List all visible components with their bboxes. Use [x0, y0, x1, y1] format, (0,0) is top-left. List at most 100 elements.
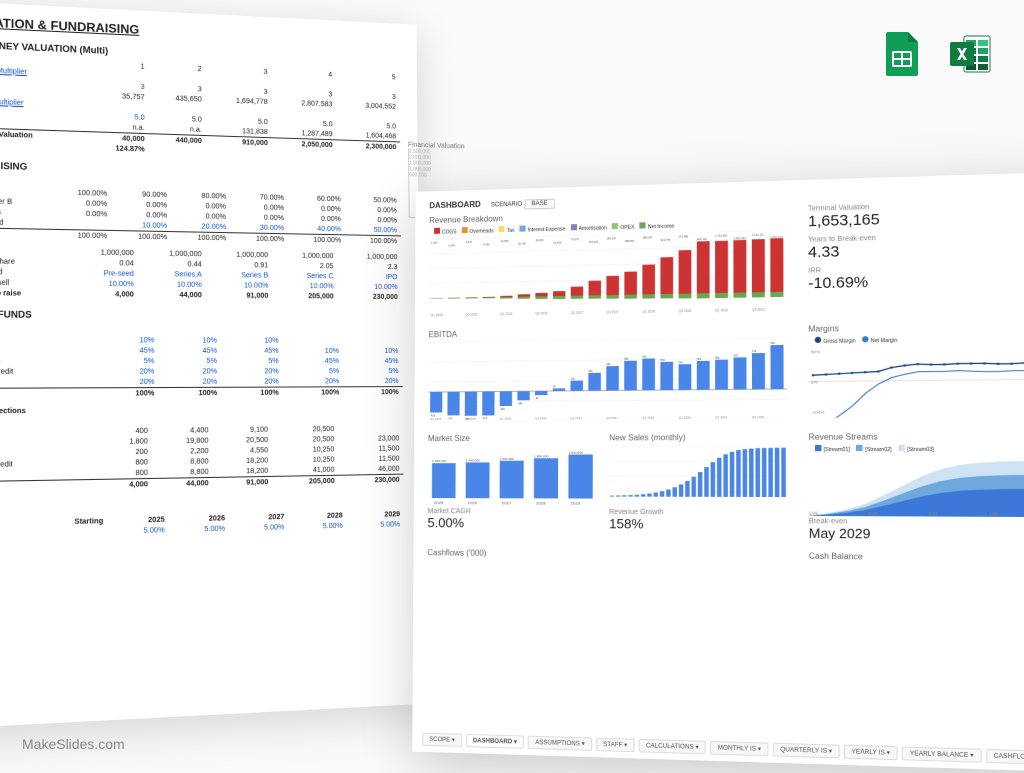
- svg-text:1,650,000: 1,650,000: [534, 454, 549, 458]
- svg-text:Q1 2028: Q1 2028: [642, 309, 655, 313]
- svg-text:58k: 58k: [624, 357, 629, 361]
- svg-text:Q1 2025: Q1 2025: [430, 417, 442, 421]
- svg-text:79,075: 79,075: [571, 237, 580, 241]
- svg-text:Q3 2029: Q3 2029: [752, 415, 765, 419]
- svg-text:Q3 2025: Q3 2025: [465, 417, 477, 421]
- svg-text:3,014: 3,014: [466, 240, 473, 244]
- svg-text:Q3 2025: Q3 2025: [465, 313, 477, 317]
- svg-text:35k: 35k: [588, 369, 593, 373]
- svg-text:198,859: 198,859: [624, 239, 634, 243]
- svg-text:-47k: -47k: [482, 416, 488, 420]
- use-of-funds-heading: USE OF FUNDS: [0, 309, 402, 322]
- tab-yearly-is[interactable]: YEARLY IS ▾: [844, 745, 898, 760]
- svg-text:-29k: -29k: [500, 407, 506, 411]
- tab-quarterly-is[interactable]: QUARTERLY IS ▾: [773, 743, 840, 759]
- svg-text:2029: 2029: [571, 501, 581, 506]
- tab-cashflow[interactable]: CASHFLOW ▾: [986, 749, 1024, 765]
- svg-text:20k: 20k: [571, 377, 576, 381]
- svg-text:1,480,000: 1,480,000: [466, 458, 480, 462]
- svg-text:5k: 5k: [553, 384, 557, 388]
- svg-text:1,632,315: 1,632,315: [770, 235, 783, 239]
- app-icons: [878, 30, 994, 78]
- svg-text:56k: 56k: [697, 357, 702, 361]
- tab-calculations[interactable]: CALCULATIONS ▾: [639, 739, 706, 755]
- svg-text:2027: 2027: [502, 500, 512, 505]
- dashboard-title: DASHBOARD: [429, 200, 480, 210]
- valuation-sheet: VALUATION & FUNDRAISING PRE-MONEY VALUAT…: [0, 0, 424, 729]
- svg-text:4,430: 4,430: [483, 242, 490, 246]
- svg-text:1,452,184: 1,452,184: [733, 236, 746, 240]
- svg-text:48k: 48k: [606, 362, 611, 366]
- svg-text:Q3 2027: Q3 2027: [606, 310, 619, 314]
- svg-text:1,450,000: 1,450,000: [432, 459, 446, 463]
- svg-text:1/28: 1/28: [989, 511, 999, 516]
- svg-text:85k: 85k: [770, 341, 775, 345]
- tab-monthly-is[interactable]: MONTHLY IS ▾: [710, 741, 768, 756]
- dashboard-sheet: DASHBOARD SCENARIO BASE Revenue Breakdow…: [412, 171, 1024, 772]
- svg-text:2025: 2025: [434, 500, 444, 505]
- svg-text:0%: 0%: [811, 380, 818, 385]
- svg-text:1,512,211: 1,512,211: [752, 232, 765, 236]
- svg-text:55k: 55k: [660, 358, 665, 362]
- tab-yearly-balance[interactable]: YEARLY BALANCE ▾: [902, 746, 981, 762]
- svg-text:371,985: 371,985: [679, 234, 689, 238]
- svg-text:30,204: 30,204: [536, 238, 545, 242]
- svg-text:Q1 2026: Q1 2026: [500, 416, 512, 420]
- svg-text:2,264: 2,264: [448, 243, 455, 247]
- svg-text:Q1 2025: Q1 2025: [431, 313, 443, 317]
- svg-text:164,521: 164,521: [607, 236, 617, 240]
- svg-text:41,478: 41,478: [553, 241, 562, 245]
- excel-icon: [946, 30, 994, 78]
- svg-text:125,922: 125,922: [589, 240, 599, 244]
- google-sheets-icon: [878, 30, 926, 78]
- svg-text:1/27: 1/27: [928, 511, 938, 516]
- svg-text:Q1 2027: Q1 2027: [570, 416, 582, 420]
- svg-text:Q3 2026: Q3 2026: [535, 416, 547, 420]
- new-sales-chart: [609, 445, 787, 507]
- svg-text:Q3 2029: Q3 2029: [752, 308, 765, 312]
- capinj-table: Capital Injections Inflow Op4004,4009,10…: [0, 403, 404, 493]
- uof-table: Cashflow Marketing10%10%10% Legal45%45%4…: [0, 324, 403, 400]
- svg-text:Q3 2026: Q3 2026: [535, 311, 548, 315]
- tab-staff[interactable]: STAFF ▾: [596, 738, 635, 753]
- svg-text:Q1 2027: Q1 2027: [571, 311, 584, 315]
- sheet-tabs[interactable]: SCOPE ▾ DASHBOARD ▾ ASSUMPTIONS ▾ STAFF ▾ CA…: [422, 733, 1024, 766]
- ebitda-chart: -41k-47k-48k-47k-29k-18k-8k5k20k35k48k58…: [428, 337, 787, 422]
- svg-text:Q1 2028: Q1 2028: [642, 416, 654, 420]
- svg-text:-8k: -8k: [535, 396, 539, 400]
- svg-text:58k: 58k: [715, 356, 720, 360]
- svg-text:62k: 62k: [642, 354, 647, 358]
- svg-text:1,550,000: 1,550,000: [500, 457, 515, 461]
- margins-chart: 50%0%-100%: [808, 342, 1024, 418]
- svg-text:62k: 62k: [734, 353, 739, 357]
- cap-table: Cap Table Founder100.00%90.00%80.00%70.0…: [0, 174, 401, 246]
- svg-text:445,316: 445,316: [697, 237, 707, 241]
- tab-assumptions[interactable]: ASSUMPTIONS ▾: [528, 736, 592, 751]
- svg-text:Q3 2027: Q3 2027: [606, 416, 618, 420]
- svg-text:258,003: 258,003: [642, 235, 652, 239]
- watermark: MakeSlides.com: [22, 736, 125, 752]
- svg-text:70k: 70k: [752, 349, 757, 353]
- svg-text:50k: 50k: [679, 360, 684, 364]
- svg-text:Q3 2028: Q3 2028: [679, 309, 692, 313]
- svg-text:-18k: -18k: [517, 401, 523, 405]
- rate-table: Starting20252026202720282029 se Rate5.00…: [0, 509, 404, 541]
- premoney-table: 12345 Revenue Multiplier 33333 35,757435…: [0, 54, 400, 163]
- svg-text:2026: 2026: [468, 500, 478, 505]
- svg-text:2028: 2028: [536, 500, 546, 505]
- svg-text:-47k: -47k: [447, 416, 453, 420]
- svg-text:Q1 2026: Q1 2026: [500, 312, 513, 316]
- scenario-select[interactable]: BASE: [524, 199, 554, 210]
- revenue-chart: Q1 2025 Q3 2025 Q1 2026 Q3 2026 Q1 2027 Q3 20…: [429, 230, 787, 319]
- tab-dashboard[interactable]: DASHBOARD ▾: [466, 734, 524, 749]
- svg-text:1/26: 1/26: [868, 511, 878, 516]
- svg-text:Q1 2029: Q1 2029: [715, 308, 728, 312]
- market-size-chart: 1,450,000 1,480,000 1,550,000 1,650,000 1,80…: [428, 446, 599, 507]
- shares-table: Shares1,000,0001,000,0001,000,0001,000,0…: [0, 245, 402, 302]
- tab-scope[interactable]: SCOPE ▾: [422, 733, 462, 747]
- svg-text:Q1 2029: Q1 2029: [715, 415, 727, 419]
- svg-text:20,769: 20,769: [518, 241, 527, 245]
- revenue-streams-chart: 1/251/261/271/281/29: [809, 453, 1024, 517]
- svg-text:1,800,000: 1,800,000: [569, 451, 584, 455]
- svg-text:1,304: 1,304: [431, 241, 438, 245]
